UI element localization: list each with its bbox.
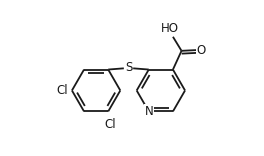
Text: HO: HO bbox=[161, 22, 179, 35]
Text: Cl: Cl bbox=[56, 84, 68, 97]
Text: Cl: Cl bbox=[104, 118, 116, 131]
Text: O: O bbox=[196, 44, 206, 56]
Text: S: S bbox=[125, 61, 132, 74]
Text: N: N bbox=[144, 105, 153, 118]
